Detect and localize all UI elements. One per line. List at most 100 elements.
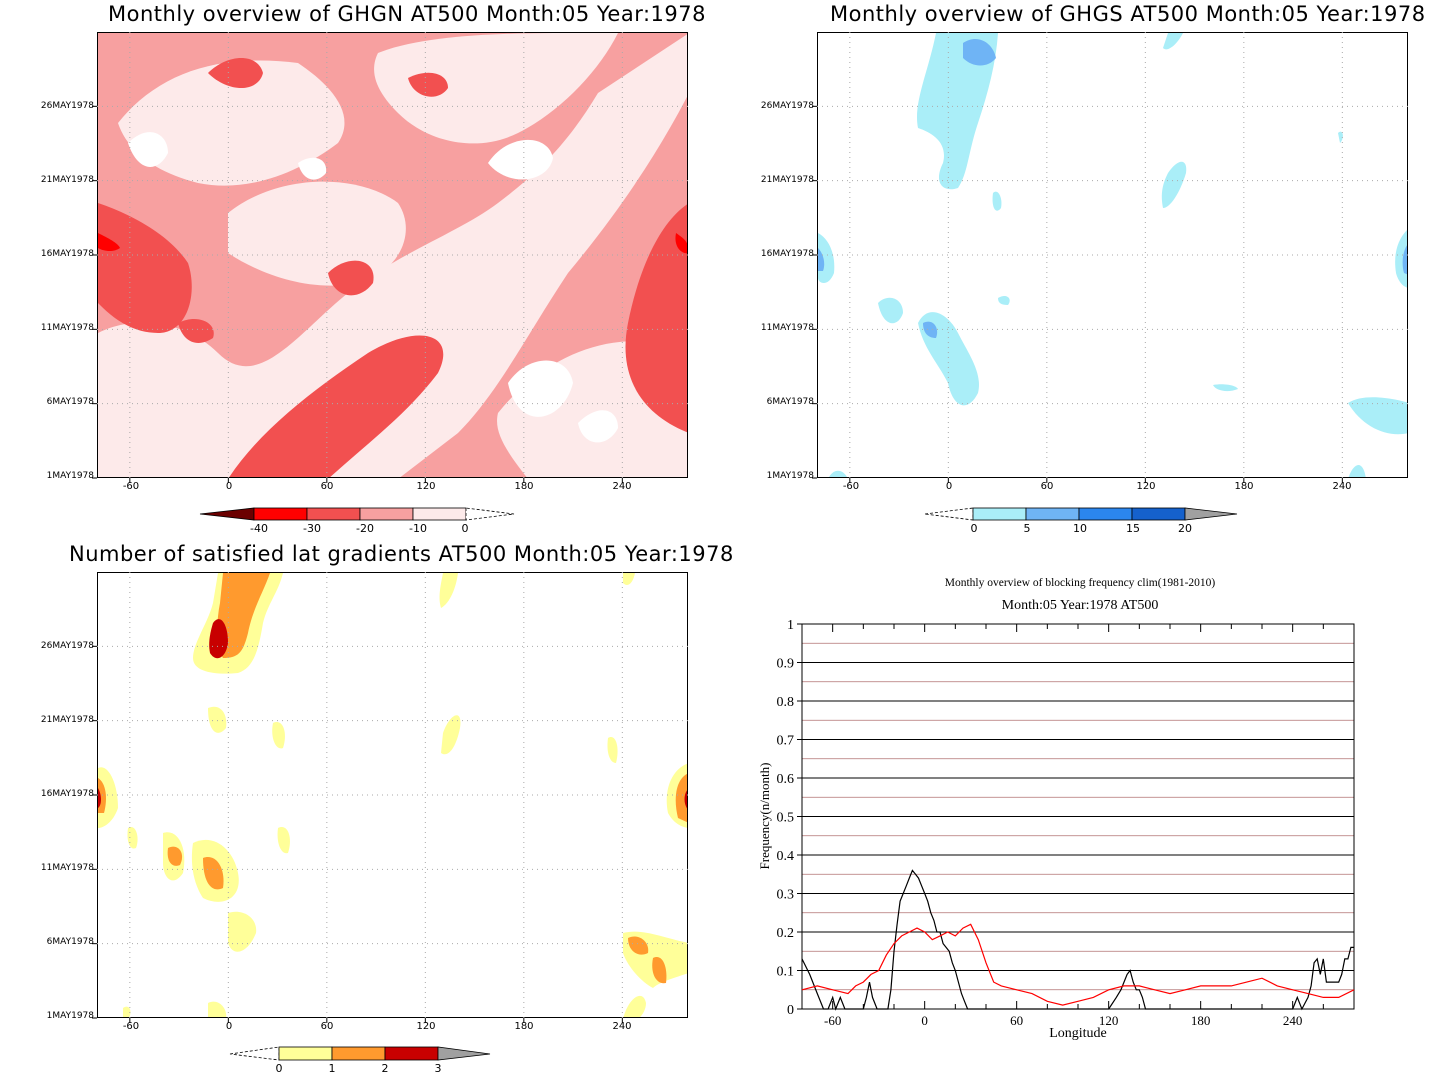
gradients-cb-label: 2 — [381, 1062, 389, 1075]
gradients-ylabel: 11MAY1978 — [40, 863, 94, 873]
frequency-xlabel: Longitude — [1049, 1026, 1107, 1041]
frequency-ytick-label: 0.1 — [777, 965, 795, 980]
gradients-xlabel: 180 — [514, 1021, 534, 1032]
ghgs-ylabel: 16MAY1978 — [760, 249, 814, 259]
frequency-ytick-label: 0.5 — [777, 811, 795, 826]
ghgs-cb-label: 5 — [1023, 522, 1031, 535]
ghgs-contour-fills — [818, 33, 1407, 477]
gradients-cb-label: 0 — [275, 1062, 283, 1075]
ghgs-ylabel: 21MAY1978 — [760, 175, 814, 185]
ghgn-colorbar — [199, 507, 515, 521]
frequency-ytick-label: 0.6 — [777, 772, 795, 787]
gradients-title: Number of satisfied lat gradients AT500 … — [69, 542, 734, 566]
ghgs-cb-label: 15 — [1126, 522, 1140, 535]
frequency-ytick-label: 0.9 — [777, 657, 795, 672]
ghgn-ylabel: 26MAY1978 — [40, 101, 94, 111]
frequency-subtitle: Month:05 Year:1978 AT500 — [1001, 598, 1159, 613]
ghgn-xlabel: -60 — [122, 481, 140, 492]
ghgs-cb-label: 20 — [1178, 522, 1192, 535]
frequency-ytick-label: 0 — [787, 1003, 794, 1018]
ghgn-ylabel: 6MAY1978 — [46, 397, 94, 407]
ghgs-ylabel: 1MAY1978 — [766, 471, 814, 481]
ghgs-colorbar — [924, 507, 1238, 521]
frequency-xtick-label: -60 — [824, 1013, 841, 1028]
gradients-xlabel: -60 — [122, 1021, 140, 1032]
ghgn-ylabel: 1MAY1978 — [46, 471, 94, 481]
frequency-series-black — [801, 869, 1354, 1011]
gradients-colorbar — [229, 1046, 491, 1061]
frequency-ytick-label: 0.7 — [777, 734, 795, 749]
ghgn-contour-map — [98, 33, 687, 477]
gradients-contour-fills — [98, 573, 687, 1017]
ghgn-title: Monthly overview of GHGN AT500 Month:05 … — [108, 2, 706, 26]
gradients-xlabel: 120 — [416, 1021, 436, 1032]
frequency-ytick-label: 1 — [787, 618, 794, 633]
gradients-cb-swatch — [437, 1046, 491, 1061]
frequency-xtick-label: 120 — [1099, 1013, 1119, 1028]
frequency-ytick-label: 0.2 — [777, 926, 795, 941]
gradients-cb-swatch — [229, 1046, 280, 1061]
ghgn-contour-fills — [98, 33, 687, 477]
ghgs-ylabel: 26MAY1978 — [760, 101, 814, 111]
ghgn-cb-swatch — [253, 507, 308, 521]
ghgs-ylabel: 11MAY1978 — [760, 323, 814, 333]
ghgs-cb-swatch — [1025, 507, 1080, 521]
ghgs-cb-swatch — [1078, 507, 1133, 521]
frequency-xtick-label: 60 — [1010, 1013, 1023, 1028]
ghgs-cb-swatch — [1131, 507, 1186, 521]
ghgs-xlabel: 0 — [945, 481, 953, 492]
ghgs-plot-area — [817, 32, 1408, 478]
ghgs-ylabel: 6MAY1978 — [766, 397, 814, 407]
ghgn-cb-swatch — [412, 507, 467, 521]
ghgn-xlabel: 180 — [514, 481, 534, 492]
gradients-cb-label: 3 — [434, 1062, 442, 1075]
frequency-ytick-label: 0.4 — [777, 849, 795, 864]
gradients-cb-swatch — [331, 1046, 386, 1061]
ghgn-cb-swatch — [199, 507, 255, 521]
ghgn-xlabel: 120 — [416, 481, 436, 492]
ghgn-cb-label: -40 — [250, 522, 268, 535]
ghgs-title: Monthly overview of GHGS AT500 Month:05 … — [830, 2, 1426, 26]
ghgn-ylabel: 11MAY1978 — [40, 323, 94, 333]
frequency-line-chart: 0 0.1 0.2 0.3 0.4 0.5 0.6 0.7 0.8 0.9 1 -60 0 60 120 18… — [777, 618, 1355, 1028]
frequency-series-red — [801, 923, 1355, 1006]
ghgs-cb-swatch — [924, 507, 974, 521]
ghgs-cb-label: 0 — [970, 522, 978, 535]
frequency-xtick-label: 180 — [1191, 1013, 1211, 1028]
gradients-ylabel: 26MAY1978 — [40, 641, 94, 651]
gradients-ylabel: 6MAY1978 — [46, 937, 94, 947]
frequency-ytick-label: 0.8 — [777, 695, 795, 710]
frequency-xtick-label: 0 — [921, 1013, 928, 1028]
gradients-cb-swatch — [278, 1046, 333, 1061]
ghgn-cb-label: -30 — [303, 522, 321, 535]
gradients-xlabel: 0 — [225, 1021, 233, 1032]
ghgn-xlabel: 0 — [225, 481, 233, 492]
ghgn-xlabel: 240 — [612, 481, 632, 492]
frequency-title: Monthly overview of blocking frequency c… — [944, 577, 1216, 589]
ghgs-xlabel: 120 — [1136, 481, 1156, 492]
gradients-ylabel: 16MAY1978 — [40, 789, 94, 799]
gradients-xlabel: 60 — [320, 1021, 334, 1032]
ghgn-plot-area — [97, 32, 688, 478]
ghgn-ylabel: 16MAY1978 — [40, 249, 94, 259]
gradients-cb-swatch — [384, 1046, 439, 1061]
frequency-ytick-label: 0.3 — [777, 888, 795, 903]
frequency-xtick-label: 240 — [1283, 1013, 1303, 1028]
ghgn-cb-label: -10 — [409, 522, 427, 535]
ghgn-cb-label: 0 — [461, 522, 469, 535]
ghgs-xlabel: 60 — [1040, 481, 1054, 492]
ghgs-xlabel: -60 — [842, 481, 860, 492]
ghgs-xlabel: 240 — [1332, 481, 1352, 492]
ghgn-cb-swatch — [306, 507, 361, 521]
gradients-ylabel: 1MAY1978 — [46, 1011, 94, 1021]
ghgs-xlabel: 180 — [1234, 481, 1254, 492]
gradients-xlabel: 240 — [612, 1021, 632, 1032]
ghgs-cb-swatch — [972, 507, 1027, 521]
ghgn-cb-label: -20 — [356, 522, 374, 535]
ghgs-contour-map — [818, 33, 1407, 477]
gradients-cb-label: 1 — [328, 1062, 336, 1075]
ghgn-cb-swatch — [359, 507, 414, 521]
ghgn-xlabel: 60 — [320, 481, 334, 492]
ghgn-cb-swatch — [465, 507, 515, 521]
gradients-plot-area — [97, 572, 688, 1018]
